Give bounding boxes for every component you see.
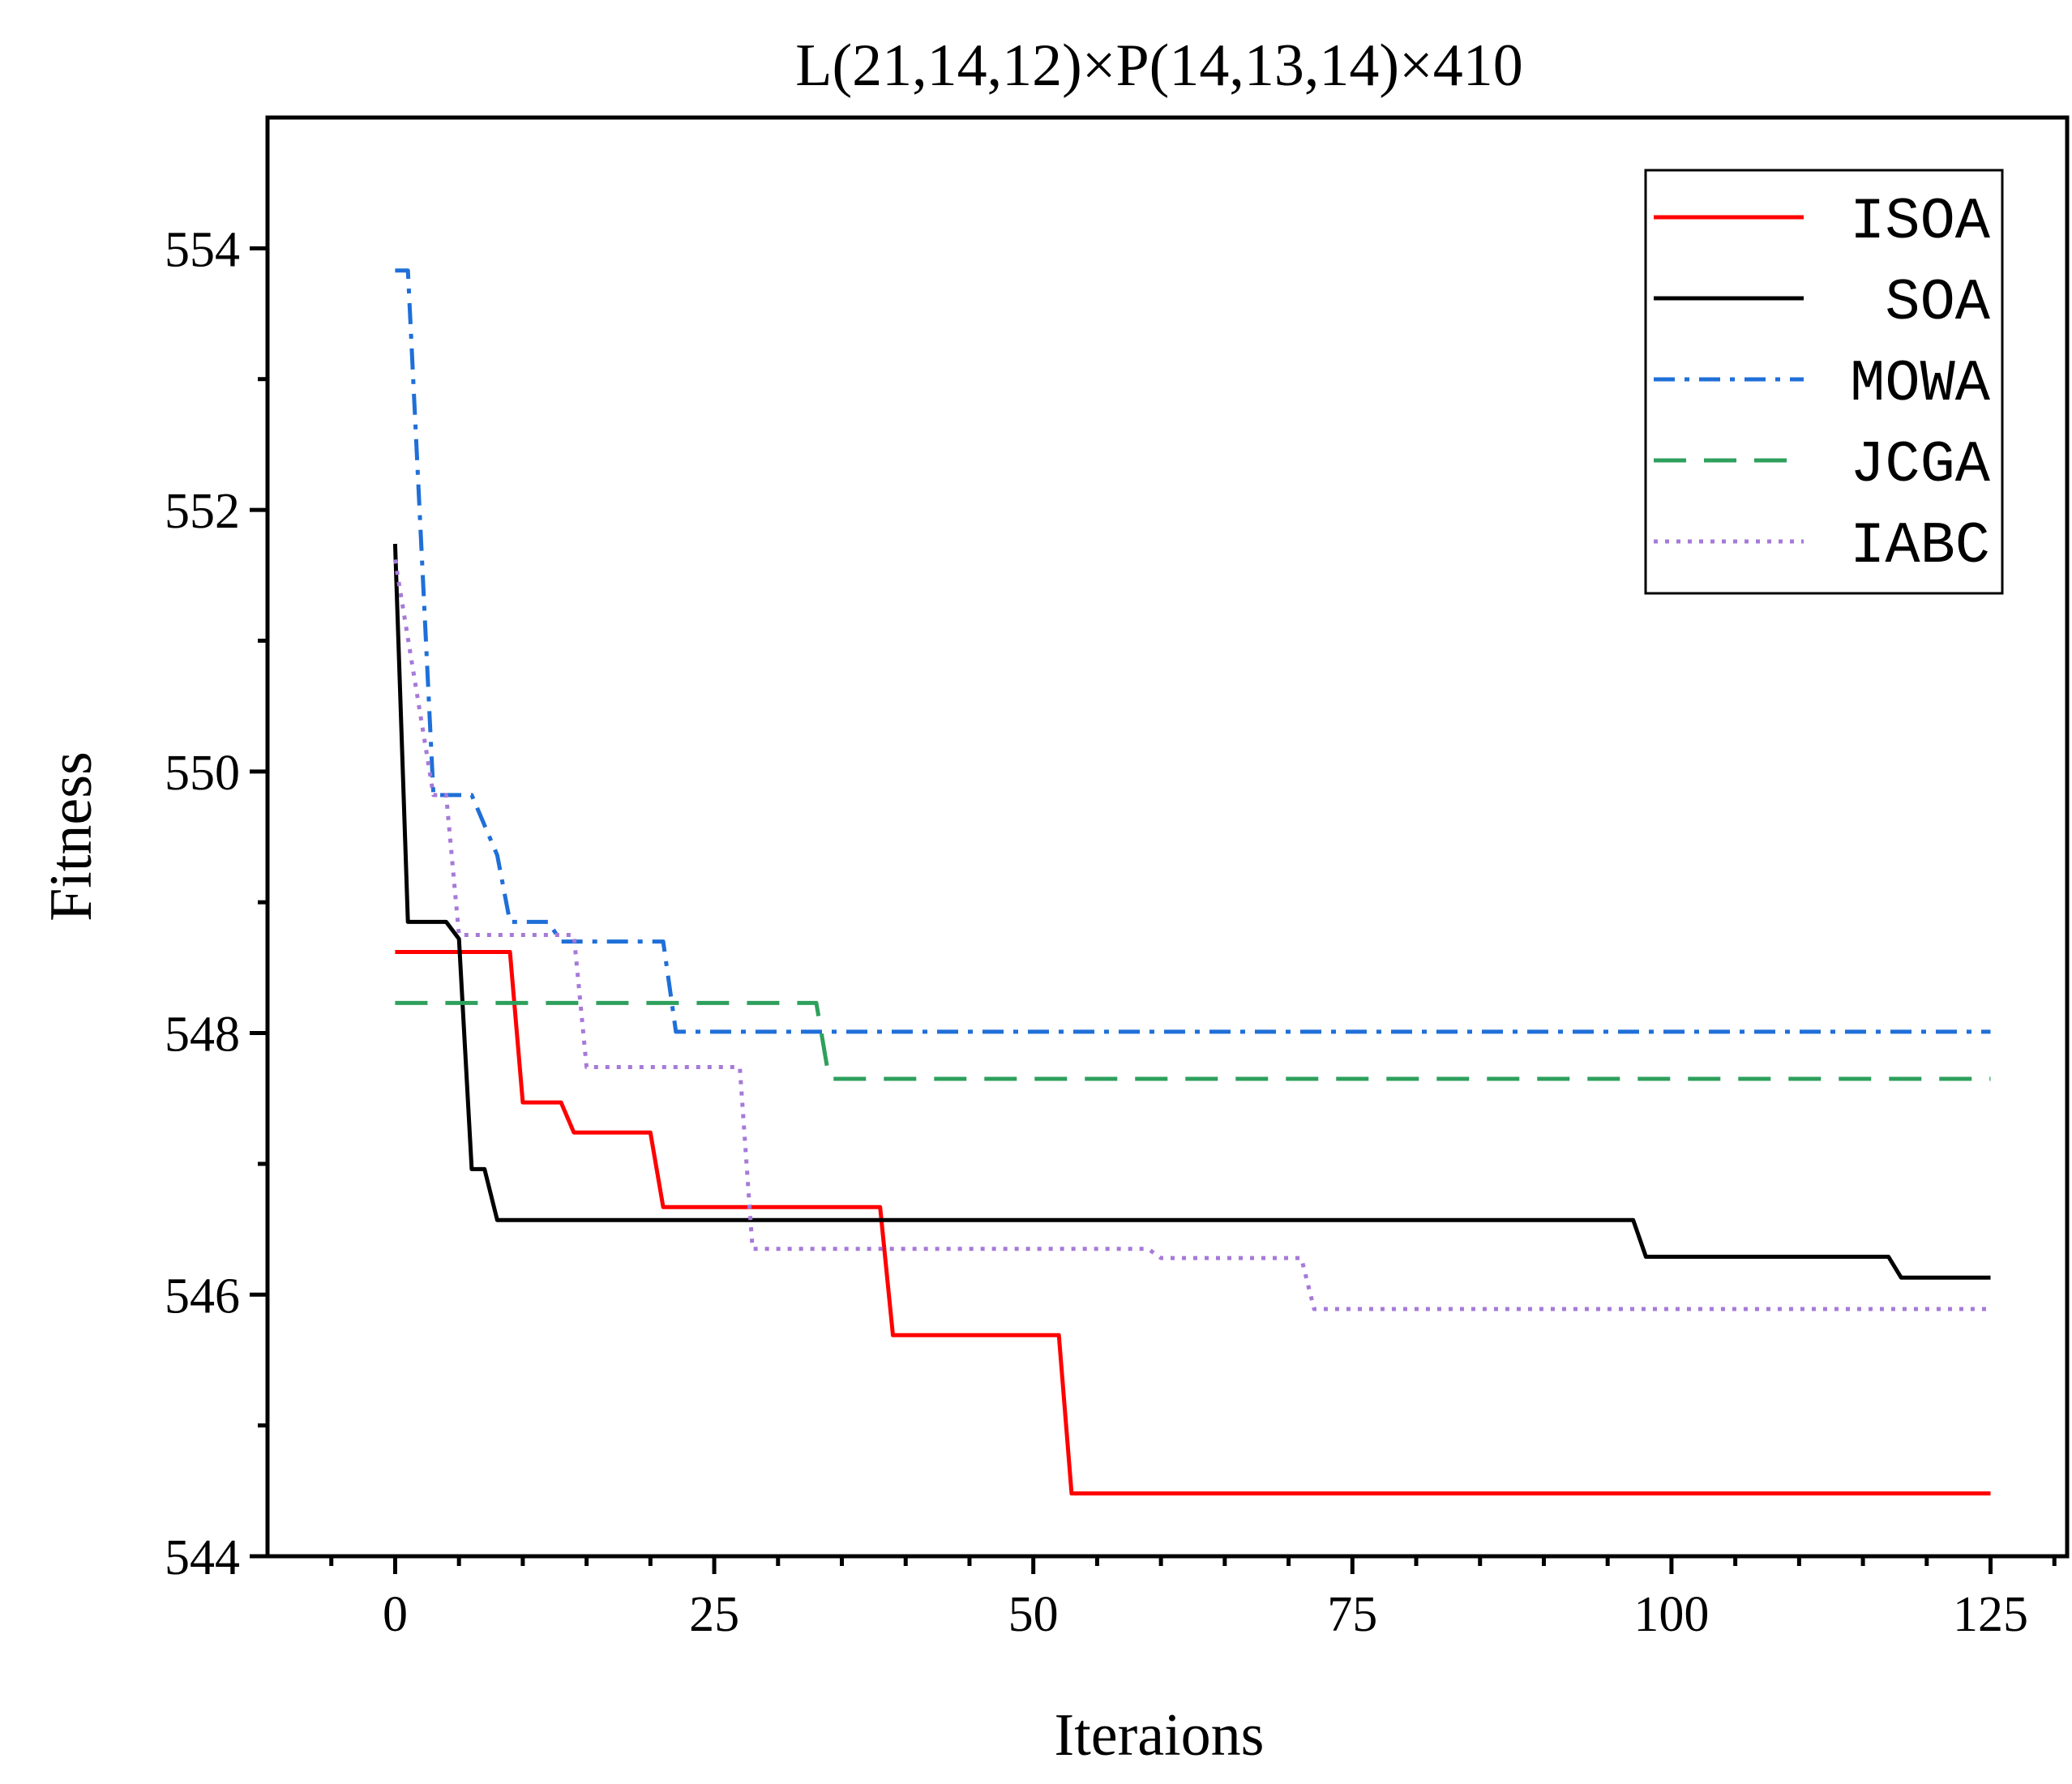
series-line-isoa	[395, 950, 1991, 1495]
chart-title: L(21,14,12)×P(14,13,14)×410	[795, 32, 1522, 99]
x-tick-label: 50	[1008, 1587, 1059, 1642]
series-line-iabc	[392, 558, 1991, 1311]
axis-layer: 544 546 548 550 552 554 0 25 50 75 100 125	[165, 222, 2057, 1642]
y-tick-label: 546	[165, 1268, 240, 1324]
x-tick-label: 0	[383, 1587, 408, 1642]
legend: ISOA SOA MOWA JCGA IABC	[1644, 169, 2004, 595]
y-axis-label: Fitness	[38, 751, 105, 922]
y-tick-label: 552	[165, 484, 240, 539]
legend-label-mowa: MOWA	[1850, 351, 1991, 417]
legend-label-iabc: IABC	[1850, 513, 1990, 580]
y-tick-label: 544	[165, 1530, 240, 1585]
y-tick-label: 550	[165, 746, 240, 801]
legend-label-jcga: JCGA	[1850, 432, 1991, 498]
x-tick-label: 125	[1953, 1587, 2028, 1642]
legend-label-isoa: ISOA	[1850, 189, 1991, 255]
series-layer	[392, 268, 1991, 1495]
y-tick-label: 554	[165, 222, 240, 277]
series-line-jcga	[395, 1000, 1991, 1081]
legend-label-soa: SOA	[1885, 270, 1990, 336]
x-tick-label: 100	[1633, 1587, 1709, 1642]
y-tick-label: 548	[165, 1008, 240, 1063]
x-axis-label: Iteraions	[1055, 1702, 1265, 1769]
series-line-soa	[392, 543, 1991, 1280]
x-tick-label: 25	[689, 1587, 739, 1642]
plot-area	[265, 115, 2070, 1559]
legend-box	[1644, 169, 2004, 595]
x-tick-label: 75	[1327, 1587, 1377, 1642]
